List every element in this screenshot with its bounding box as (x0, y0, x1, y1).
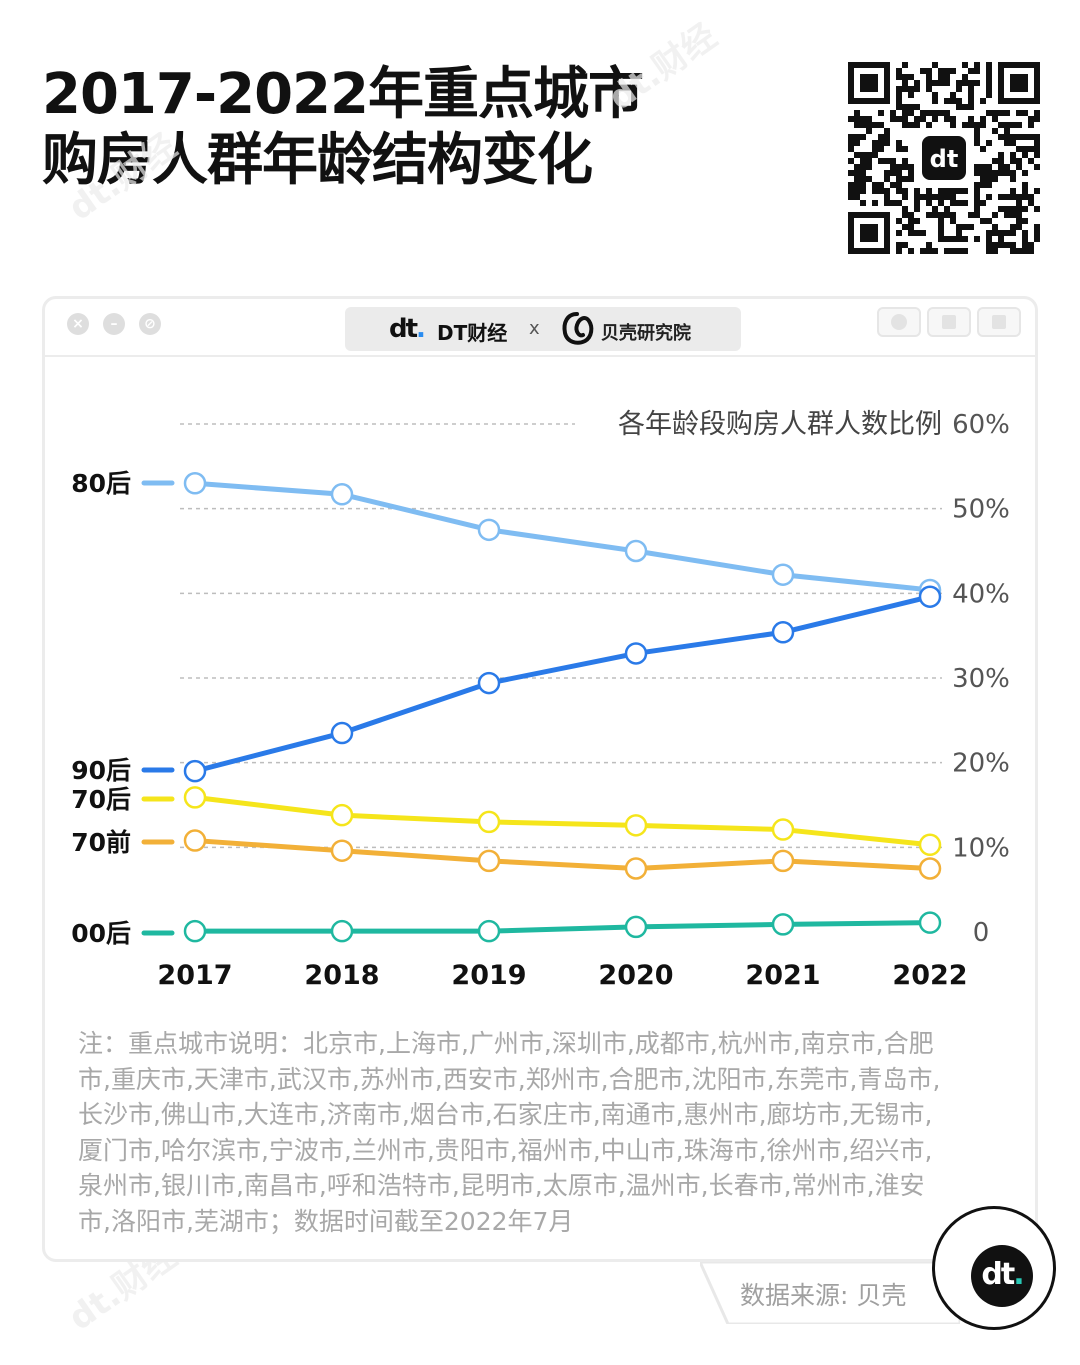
series-line (192, 480, 933, 593)
dt-logo: dt. (389, 314, 426, 344)
brand-separator: x (529, 318, 540, 339)
window-titlebar: × – ⊘ dt. DT财经 x 贝壳研究院 (45, 299, 1035, 357)
x-tick-label: 2021 (745, 960, 820, 991)
y-axis-labels: 0 10% 20% 30% 40% 50% 60% (952, 410, 1010, 948)
partner-name: 贝壳研究院 (601, 323, 691, 344)
data-point[interactable] (771, 621, 795, 644)
series-line (192, 920, 933, 934)
data-point[interactable] (918, 911, 942, 934)
data-source: 数据来源: 贝壳 (740, 1281, 907, 1310)
data-point[interactable] (183, 472, 207, 495)
data-point[interactable] (330, 919, 354, 943)
data-point[interactable] (477, 518, 501, 542)
title-line-1: 2017-2022年重点城市 (42, 62, 644, 127)
y-tick-label: 60% (952, 410, 1010, 440)
legend-label: 90后 (71, 756, 131, 785)
x-tick-label: 2020 (598, 960, 673, 991)
page-title: 2017-2022年重点城市 购房人群年龄结构变化 (42, 62, 644, 194)
y-tick-label: 20% (952, 749, 1010, 779)
data-point[interactable] (477, 849, 501, 873)
legend-label: 00后 (71, 919, 131, 948)
y-tick-label: 50% (952, 495, 1010, 525)
chart-grid (180, 423, 942, 849)
data-point[interactable] (624, 857, 648, 880)
x-axis-labels: 2017 2018 2019 2020 2021 2022 (157, 960, 967, 991)
data-point[interactable] (477, 671, 501, 695)
series-lines (192, 480, 933, 934)
data-point[interactable] (477, 810, 501, 834)
data-point[interactable] (330, 721, 354, 745)
series-line (192, 838, 933, 871)
data-point[interactable] (183, 759, 207, 783)
x-tick-label: 2018 (304, 960, 379, 991)
data-point[interactable] (918, 833, 942, 857)
data-point[interactable] (183, 919, 207, 943)
title-line-2: 购房人群年龄结构变化 (42, 128, 593, 193)
data-point[interactable] (330, 803, 354, 827)
dt-badge-logo: dt. (971, 1245, 1033, 1307)
source-tab (700, 1262, 960, 1324)
data-point[interactable] (624, 642, 648, 665)
footnote: 注：重点城市说明：北京市,上海市,广州市,深圳市,成都市,杭州市,南京市,合肥市… (78, 1029, 941, 1236)
data-point[interactable] (918, 585, 942, 608)
chart-title: 各年龄段购房人群人数比例 (618, 409, 942, 440)
dt-badge: dt. (932, 1206, 1056, 1330)
qr-code[interactable]: dt (848, 62, 1040, 254)
legend-label: 80后 (71, 469, 131, 498)
data-point[interactable] (771, 818, 795, 841)
close-icon[interactable]: × (67, 313, 89, 335)
data-point[interactable] (330, 839, 354, 862)
qr-center-logo: dt (930, 145, 959, 173)
record-icon[interactable] (877, 307, 921, 337)
browser-window: × – ⊘ dt. DT财经 x 贝壳研究院 (42, 296, 1038, 1262)
y-tick-label: 30% (952, 664, 1010, 694)
data-point[interactable] (477, 919, 501, 943)
data-point[interactable] (183, 786, 207, 809)
data-point[interactable] (624, 814, 648, 837)
y-tick-label: 0 (973, 918, 990, 948)
brand-name: DT财经 (437, 321, 508, 345)
data-point[interactable] (183, 829, 207, 852)
data-point[interactable] (771, 849, 795, 873)
data-point[interactable] (330, 483, 354, 506)
data-point[interactable] (771, 563, 795, 586)
x-tick-label: 2022 (892, 960, 967, 991)
expand-icon[interactable]: ⊘ (139, 313, 161, 335)
brand-bar: dt. DT财经 x 贝壳研究院 (345, 307, 741, 351)
data-point[interactable] (918, 857, 942, 880)
series-line (192, 794, 933, 848)
x-tick-label: 2017 (157, 960, 232, 991)
minimize-icon[interactable]: – (103, 313, 125, 335)
share-icon[interactable] (927, 307, 971, 337)
beike-logo-icon (562, 312, 594, 345)
legend-label: 70后 (71, 785, 131, 814)
legend-label: 70前 (71, 828, 131, 857)
series-line (192, 594, 933, 774)
data-point[interactable] (624, 915, 648, 939)
y-tick-label: 10% (952, 833, 1010, 863)
copy-icon[interactable] (977, 307, 1021, 337)
x-tick-label: 2019 (451, 960, 526, 991)
data-point[interactable] (771, 913, 795, 936)
y-tick-label: 40% (952, 579, 1010, 609)
data-point[interactable] (624, 539, 648, 563)
series-points (183, 472, 942, 943)
